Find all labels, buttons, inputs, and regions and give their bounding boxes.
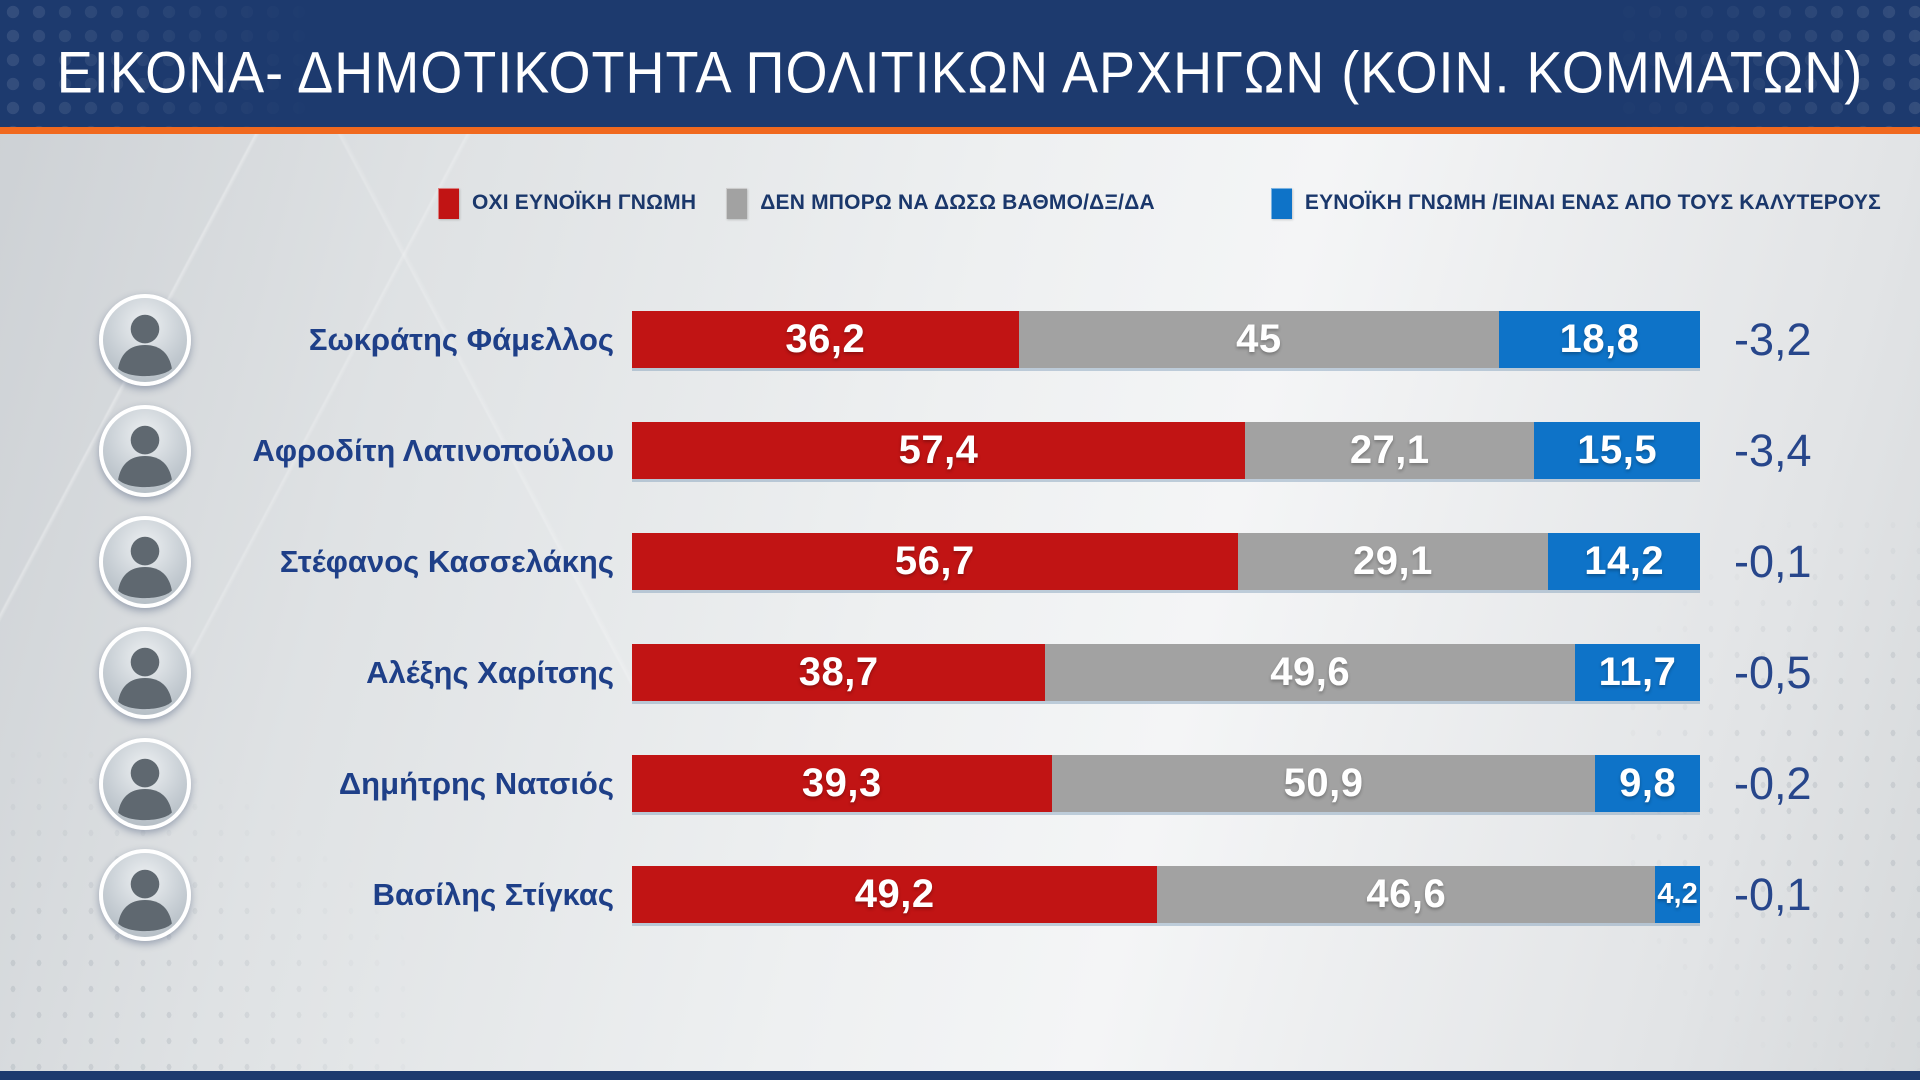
politician-name: Αλέξης Χαρίτσης <box>366 654 614 690</box>
bar-segment-positive: 11,7 <box>1575 644 1700 701</box>
bar-segment-positive: 4,2 <box>1655 866 1700 923</box>
bar-segment-positive: 9,8 <box>1595 755 1700 812</box>
stacked-bar: 38,7 49,6 11,7 <box>632 644 1700 701</box>
bar-segment-neutral: 29,1 <box>1237 533 1549 590</box>
bar-value-neutral: 46,6 <box>1366 872 1447 916</box>
politician-photo <box>99 737 191 830</box>
bar-segment-negative: 39,3 <box>632 755 1052 812</box>
bar-segment-negative: 49,2 <box>632 866 1158 923</box>
chart-rows: Σωκράτης Φάμελλος 36,2 45 18,8 -3,2 Αφρο… <box>0 284 1920 950</box>
bar-segment-neutral: 49,6 <box>1045 644 1576 701</box>
legend-label: ΕΥΝΟΪΚΗ ΓΝΩΜΗ /ΕΙΝΑΙ ΕΝΑΣ ΑΠΟ ΤΟΥΣ ΚΑΛΥΤ… <box>1304 191 1881 214</box>
bar-segment-neutral: 45 <box>1018 311 1500 368</box>
bar-segment-negative: 38,7 <box>632 644 1046 701</box>
politician-photo <box>99 848 191 941</box>
bar-value-positive: 4,2 <box>1657 878 1698 910</box>
bar-segment-neutral: 46,6 <box>1157 866 1656 923</box>
politician-name: Αφροδίτη Λατινοπούλου <box>252 432 614 468</box>
politician-photo <box>99 515 191 608</box>
bar-value-neutral: 49,6 <box>1270 650 1351 694</box>
chart-row: Αφροδίτη Λατινοπούλου 57,4 27,1 15,5 -3,… <box>0 395 1920 506</box>
legend-swatch <box>438 187 459 219</box>
bar-value-neutral: 27,1 <box>1349 428 1430 472</box>
delta-value: -0,1 <box>1734 868 1812 920</box>
title-divider <box>0 127 1920 134</box>
delta-value: -0,2 <box>1734 757 1812 809</box>
legend-item: ΟΧΙ ΕΥΝΟΪΚΗ ΓΝΩΜΗ <box>438 187 697 219</box>
bar-value-negative: 39,3 <box>801 761 882 805</box>
bar-value-negative: 36,2 <box>785 317 866 361</box>
legend-label: ΟΧΙ ΕΥΝΟΪΚΗ ΓΝΩΜΗ <box>472 191 697 214</box>
chart-row: Βασίλης Στίγκας 49,2 46,6 4,2 -0,1 <box>0 839 1920 950</box>
bar-value-negative: 49,2 <box>854 872 935 916</box>
bar-segment-positive: 14,2 <box>1548 533 1700 590</box>
bar-value-negative: 38,7 <box>798 650 879 694</box>
politician-name: Βασίλης Στίγκας <box>372 876 614 912</box>
chart-row: Αλέξης Χαρίτσης 38,7 49,6 11,7 -0,5 <box>0 617 1920 728</box>
bar-segment-negative: 56,7 <box>632 533 1238 590</box>
bar-value-neutral: 29,1 <box>1353 539 1433 583</box>
legend-item: ΔΕΝ ΜΠΟΡΩ ΝΑ ΔΩΣΩ ΒΑΘΜΟ/ΔΞ/ΔΑ <box>726 187 1155 219</box>
bar-value-negative: 57,4 <box>898 428 979 472</box>
person-silhouette-icon <box>118 425 172 487</box>
politician-photo <box>99 404 191 497</box>
bar-segment-negative: 36,2 <box>632 311 1019 368</box>
legend-swatch <box>1270 187 1292 219</box>
legend-swatch <box>726 187 748 219</box>
bar-value-positive: 18,8 <box>1559 317 1640 361</box>
chart-row: Δημήτρης Νατσιός 39,3 50,9 9,8 -0,2 <box>0 728 1920 839</box>
bar-value-negative: 56,7 <box>894 539 975 583</box>
stacked-bar: 39,3 50,9 9,8 <box>632 755 1700 812</box>
bar-segment-neutral: 50,9 <box>1051 755 1596 812</box>
chart-row: Στέφανος Κασσελάκης 56,7 29,1 14,2 -0,1 <box>0 506 1920 617</box>
legend-item: ΕΥΝΟΪΚΗ ΓΝΩΜΗ /ΕΙΝΑΙ ΕΝΑΣ ΑΠΟ ΤΟΥΣ ΚΑΛΥΤ… <box>1270 187 1881 219</box>
stacked-bar: 49,2 46,6 4,2 <box>632 866 1700 923</box>
bar-segment-negative: 57,4 <box>632 422 1246 479</box>
stacked-bar: 56,7 29,1 14,2 <box>632 533 1700 590</box>
person-silhouette-icon <box>118 758 172 820</box>
delta-value: -3,4 <box>1734 424 1812 476</box>
person-silhouette-icon <box>118 536 172 598</box>
delta-value: -0,1 <box>1734 535 1812 587</box>
politician-name: Δημήτρης Νατσιός <box>338 765 614 801</box>
delta-value: -0,5 <box>1734 646 1812 698</box>
stacked-bar: 57,4 27,1 15,5 <box>632 422 1700 479</box>
bar-segment-neutral: 27,1 <box>1245 422 1535 479</box>
bar-segment-positive: 15,5 <box>1534 422 1700 479</box>
delta-value: -3,2 <box>1734 313 1812 365</box>
bar-value-positive: 9,8 <box>1619 761 1677 805</box>
bar-value-positive: 15,5 <box>1577 428 1658 472</box>
title-bar: ΕΙΚΟΝΑ- ΔΗΜΟΤΙΚΟΤΗΤΑ ΠΟΛΙΤΙΚΩΝ ΑΡΧΗΓΩΝ (… <box>0 0 1920 127</box>
person-silhouette-icon <box>118 647 172 709</box>
politician-name: Σωκράτης Φάμελλος <box>308 321 614 357</box>
legend: ΟΧΙ ΕΥΝΟΪΚΗ ΓΝΩΜΗ ΔΕΝ ΜΠΟΡΩ ΝΑ ΔΩΣΩ ΒΑΘΜ… <box>438 186 1881 220</box>
person-silhouette-icon <box>118 869 172 931</box>
bottom-strip <box>0 1071 1920 1080</box>
bar-value-positive: 11,7 <box>1598 650 1677 694</box>
stacked-bar: 36,2 45 18,8 <box>632 311 1700 368</box>
politician-name: Στέφανος Κασσελάκης <box>279 543 614 579</box>
bar-value-positive: 14,2 <box>1584 539 1665 583</box>
bar-value-neutral: 50,9 <box>1283 761 1364 805</box>
legend-label: ΔΕΝ ΜΠΟΡΩ ΝΑ ΔΩΣΩ ΒΑΘΜΟ/ΔΞ/ΔΑ <box>760 191 1155 214</box>
page-title: ΕΙΚΟΝΑ- ΔΗΜΟΤΙΚΟΤΗΤΑ ΠΟΛΙΤΙΚΩΝ ΑΡΧΗΓΩΝ (… <box>56 40 1864 105</box>
person-silhouette-icon <box>118 314 172 376</box>
politician-photo <box>99 626 191 719</box>
politician-photo <box>99 293 191 386</box>
bar-value-neutral: 45 <box>1236 317 1282 361</box>
bar-segment-positive: 18,8 <box>1499 311 1700 368</box>
chart-row: Σωκράτης Φάμελλος 36,2 45 18,8 -3,2 <box>0 284 1920 395</box>
